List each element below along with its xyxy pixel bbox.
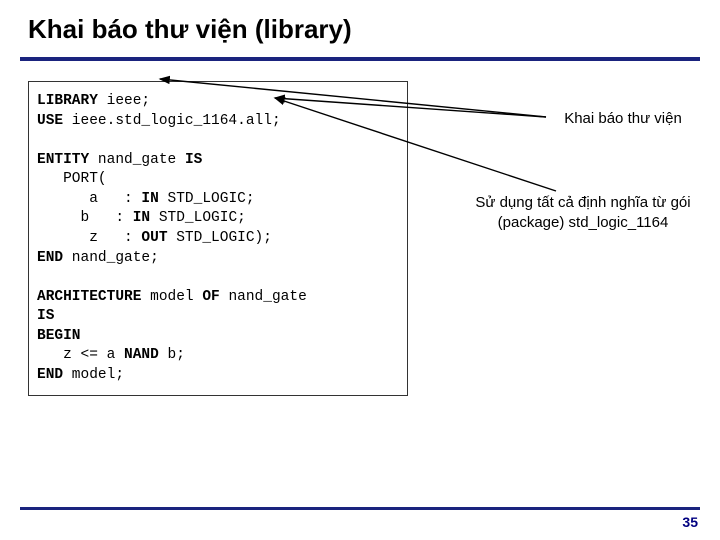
kw-of: OF [202,289,219,305]
annotation-line: Sử dụng tất cả định nghĩa từ gói [475,194,690,211]
content-area: LIBRARY ieee; USE ieee.std_logic_1164.al… [0,61,720,396]
kw-is: IS [37,308,54,324]
kw-out: OUT [141,230,167,246]
code-text: nand_gate [220,289,307,305]
kw-entity: ENTITY [37,152,89,168]
code-text: STD_LOGIC); [168,230,272,246]
code-text: nand_gate [89,152,185,168]
kw-end: END [37,250,63,266]
code-box: LIBRARY ieee; USE ieee.std_logic_1164.al… [28,81,408,396]
page-title: Khai báo thư viện (library) [28,14,700,45]
kw-use: USE [37,113,63,129]
kw-is: IS [185,152,202,168]
kw-in: IN [133,210,150,226]
page-number: 35 [682,514,698,530]
code-text: ieee.std_logic_1164.all; [63,113,281,129]
code-text: STD_LOGIC; [159,191,255,207]
code-text: nand_gate; [63,250,159,266]
code-text: z : [37,230,141,246]
code-text: STD_LOGIC; [150,210,246,226]
kw-nand: NAND [124,347,159,363]
annotation-use-package: Sử dụng tất cả định nghĩa từ gói (packag… [466,193,700,234]
code-text: z <= a [37,347,124,363]
kw-in: IN [141,191,158,207]
code-text: model [141,289,202,305]
code-text: b; [159,347,185,363]
code-text: model; [63,367,124,383]
code-text: ieee; [98,93,150,109]
kw-end: END [37,367,63,383]
kw-library: LIBRARY [37,93,98,109]
title-row: Khai báo thư viện (library) [0,0,720,51]
code-text: a : [37,191,141,207]
kw-begin: BEGIN [37,328,81,344]
kw-architecture: ARCHITECTURE [37,289,141,305]
code-text: PORT( [37,171,107,187]
annotation-line: (package) std_logic_1164 [498,214,669,231]
footer-line [20,507,700,510]
annotation-library: Khai báo thư viện [548,109,698,129]
code-text: b : [37,210,133,226]
